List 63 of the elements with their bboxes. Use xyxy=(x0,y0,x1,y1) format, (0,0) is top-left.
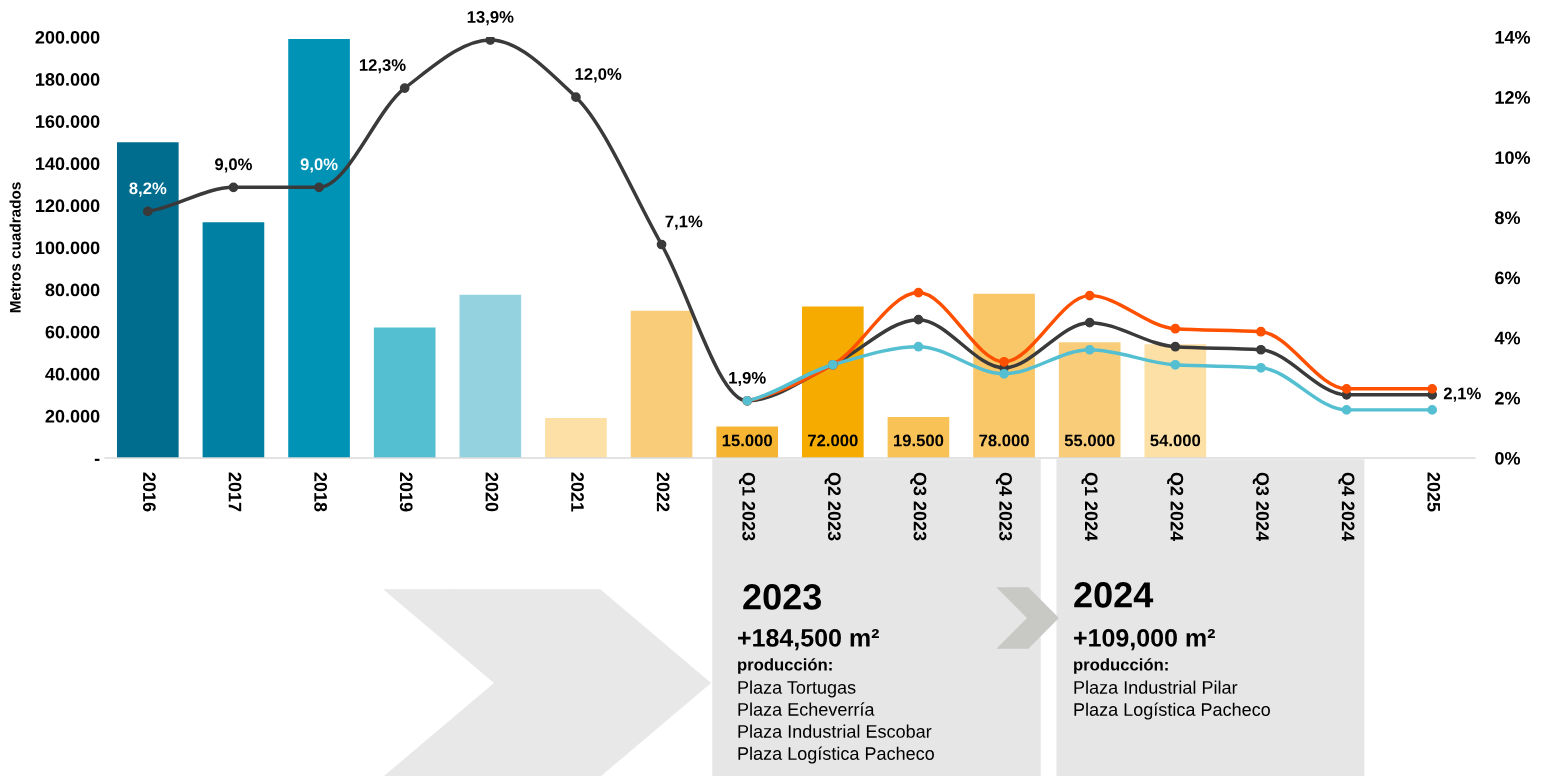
y2-tick-label: 6% xyxy=(1495,271,1521,285)
text: Plaza Logística Pacheco xyxy=(738,746,934,764)
x-tick-label: 2018 xyxy=(314,472,327,512)
data-label: 8,2% xyxy=(129,182,167,197)
data-label: 78.000 xyxy=(979,434,1029,447)
data-label: 9,0% xyxy=(300,158,338,173)
data-label: 12,0% xyxy=(575,68,622,83)
data-label: 9,0% xyxy=(215,158,252,173)
y2-tick-label: 8% xyxy=(1495,211,1521,225)
x-tick-label: Q1 2024 xyxy=(1081,472,1098,542)
y2-tick-label: 2% xyxy=(1495,391,1521,405)
data-label: 15.000 xyxy=(722,434,772,447)
y-tick-label: 140.000 xyxy=(36,157,100,171)
text: Plaza Logística Pacheco xyxy=(1074,702,1270,720)
text: +184,500 m² xyxy=(738,629,879,651)
x-tick-label: 2017 xyxy=(228,472,242,512)
text: producción: xyxy=(1074,658,1168,674)
x-tick-label: Q4 2024 xyxy=(1338,472,1355,542)
y-axis-title: Metros cuadrados xyxy=(9,182,21,313)
data-label: 55.000 xyxy=(1064,434,1115,447)
text: Plaza Industrial Pilar xyxy=(1074,680,1238,694)
y-tick-label: 80.000 xyxy=(45,283,100,297)
data-label: 54.000 xyxy=(1150,434,1201,447)
x-tick-label: 2022 xyxy=(656,472,670,512)
y2-tick-label: 12% xyxy=(1495,91,1531,104)
x-tick-label: 2019 xyxy=(399,472,413,512)
y-tick-label: 40.000 xyxy=(45,367,100,381)
y-tick-label: - xyxy=(94,458,100,461)
y-tick-label: 20.000 xyxy=(45,409,100,423)
x-tick-label: 2016 xyxy=(142,472,156,512)
text: Plaza Echeverría xyxy=(738,702,875,716)
y-tick-label: 180.000 xyxy=(36,73,100,86)
data-label: 72.000 xyxy=(808,434,858,447)
text: +109,000 m² xyxy=(1074,629,1215,651)
x-tick-label: Q2 2023 xyxy=(824,472,841,541)
text: Plaza Industrial Escobar xyxy=(738,724,932,738)
x-tick-label: Q4 2023 xyxy=(995,472,1012,541)
x-tick-label: Q2 2024 xyxy=(1167,472,1184,542)
y-tick-label: 120.000 xyxy=(36,199,100,213)
data-label: 7,1% xyxy=(665,215,703,230)
x-tick-label: 2021 xyxy=(571,472,584,512)
text: 2023 xyxy=(743,584,822,610)
y2-tick-label: 0% xyxy=(1495,451,1521,465)
y-tick-label: 60.000 xyxy=(45,325,100,339)
x-tick-label: Q3 2023 xyxy=(910,472,927,541)
y2-tick-label: 14% xyxy=(1495,30,1531,44)
data-label: 1,9% xyxy=(729,371,766,387)
y2-tick-label: 4% xyxy=(1494,331,1521,345)
y-tick-label: 200.000 xyxy=(35,30,100,44)
y-tick-label: 160.000 xyxy=(36,115,100,128)
text: producción: xyxy=(738,658,832,674)
x-tick-label: Q1 2023 xyxy=(738,472,756,541)
data-label: 19.500 xyxy=(894,434,944,447)
data-label: 2,1% xyxy=(1443,387,1481,402)
text: Plaza Tortugas xyxy=(738,680,856,698)
x-tick-label: 2020 xyxy=(485,472,499,512)
data-label: 12,3% xyxy=(359,59,406,74)
y2-tick-label: 10% xyxy=(1495,151,1531,165)
x-tick-label: Q3 2024 xyxy=(1252,472,1269,542)
x-tick-label: 2025 xyxy=(1427,472,1441,512)
text: 2024 xyxy=(1074,582,1154,608)
y-tick-label: 100.000 xyxy=(36,241,100,255)
data-label: 13,9% xyxy=(467,11,514,26)
